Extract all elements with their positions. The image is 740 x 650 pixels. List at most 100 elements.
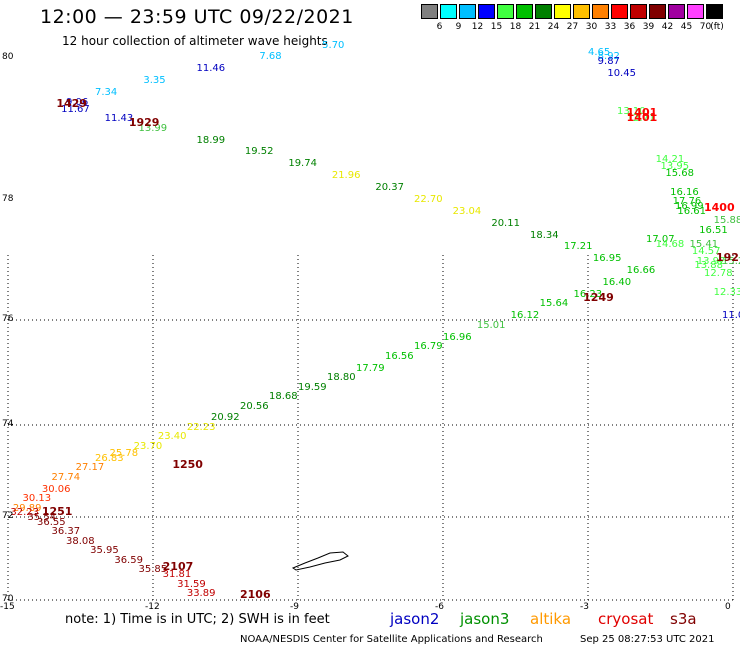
track-time-label: 1401 [626,110,658,124]
wave-height-value: 22.23 [186,421,216,433]
track-time-label: 1400 [704,201,735,214]
track-time-label: 1251 [41,505,73,518]
lon-label: 0 [725,602,731,612]
legend-label: 70 [699,22,712,32]
wave-height-value: 29.89 [12,502,42,514]
legend-label: 42 [661,22,674,32]
wave-height-value: 8.92 [597,51,620,63]
wave-height-value: 15.64 [539,298,569,310]
wave-height-value: 20.11 [491,217,520,229]
track-time-label: 1401 [626,106,658,119]
wave-height-value: 23.04 [452,205,482,217]
wave-height-value: 25.78 [109,448,139,459]
legend-swatch [497,4,514,19]
graticule [7,255,734,601]
wave-height-value: 35.54 [27,512,56,524]
wave-height-value: 9.06 [66,96,89,108]
wave-height-value: 11.67 [61,103,90,115]
wave-height-value: 19.59 [298,381,327,393]
wave-height-value: 11.46 [196,63,226,75]
legend-label: 24 [547,22,560,32]
wave-height-value: 18.99 [196,134,226,146]
legend-swatch [611,4,628,19]
lat-label: 80 [2,52,14,62]
wave-height-value: 36.37 [51,526,81,538]
wave-height-value: 17.07 [646,234,675,246]
legend-swatch [554,4,571,19]
legend-swatch [535,4,552,19]
wave-height-value: 11.43 [104,113,134,125]
wave-height-value: 18.68 [269,391,298,402]
legend-swatch [706,4,723,19]
legend-label: 36 [623,22,636,32]
wave-height-value: 19.52 [244,146,274,158]
wave-height-value: 16.99 [675,201,704,212]
wave-height-value: 15.88 [713,215,740,227]
lat-label: 76 [2,314,14,324]
legend-label: 45 [680,22,693,32]
lon-label: -15 [0,602,15,612]
legend-unit: (ft) [710,22,724,32]
wave-height-value: 16.40 [602,277,632,288]
legend-swatch [630,4,647,19]
wave-height-value: 16.56 [385,350,414,362]
wave-height-value: 17.21 [563,241,593,253]
lon-label: -3 [580,602,589,612]
wave-height-value: 5.70 [322,39,345,51]
legend-label: 30 [585,22,598,32]
legend-label: 6 [436,22,443,32]
mission-label-s3a: s3a [670,610,697,628]
wave-height-value: 38.08 [66,535,95,547]
wave-height-value: 12.71 [626,113,656,125]
track-time-label: 1929 [128,115,160,129]
legend-label: 21 [528,22,541,32]
wave-height-value: 12.78 [704,267,733,279]
wave-height-value: 7.68 [259,51,282,63]
wave-height-value: 36.55 [37,516,66,528]
wave-height-value: 13.88 [694,260,723,272]
legend-label: 33 [604,22,617,32]
wave-height-value: 3.35 [143,75,166,87]
track-time-label: 192 [716,250,739,264]
wave-height-value: 20.56 [240,400,269,412]
legend-swatch [592,4,609,19]
wave-height-value: 20.37 [375,182,404,193]
wave-height-value: 17.76 [672,196,702,208]
mission-label-cryosat: cryosat [598,610,654,628]
wave-height-value: 36.59 [114,554,143,566]
lat-label: 72 [2,511,14,521]
track-time-label: 1249 [583,291,614,305]
timestamp: Sep 25 08:27:53 UTC 2021 [580,634,715,645]
wave-height-value: 15.41 [689,239,719,250]
wave-height-value: 31.81 [162,569,192,581]
wave-height-value: 9.87 [597,56,620,68]
wave-height-value: 23.70 [133,440,163,452]
wave-height-value: 30.13 [22,493,52,505]
wave-height-value: 19.74 [288,158,317,170]
wave-height-value: 26.83 [95,452,124,464]
wave-height-value: 23.40 [157,431,187,443]
wave-height-value: 13.92 [696,255,726,267]
lon-label: -9 [290,602,299,612]
legend-label: 39 [642,22,655,32]
legend-swatch [649,4,666,19]
lat-label: 74 [2,419,14,429]
lat-label: 70 [2,594,14,604]
map-subtitle: 12 hour collection of altimeter wave hei… [62,34,328,48]
wave-height-value: 16.16 [670,186,699,198]
wave-height-value: 22.70 [414,193,443,205]
wave-height-value: 16.61 [677,205,707,217]
legend-swatch [421,4,438,19]
legend-label: 18 [509,22,522,32]
wave-height-value: 12.33 [713,286,740,298]
legend-swatch [478,4,495,19]
wave-height-value: 14.21 [655,153,685,165]
wave-height-value: 33.89 [186,588,216,600]
wave-height-value: 14.57 [691,246,721,258]
wave-height-value: 17.79 [356,362,385,374]
legend-swatch [573,4,590,19]
wave-height-value: 16.96 [443,331,472,343]
wave-height-value: 18.34 [530,229,559,241]
credit-text: NOAA/NESDIS Center for Satellite Applica… [240,634,543,645]
